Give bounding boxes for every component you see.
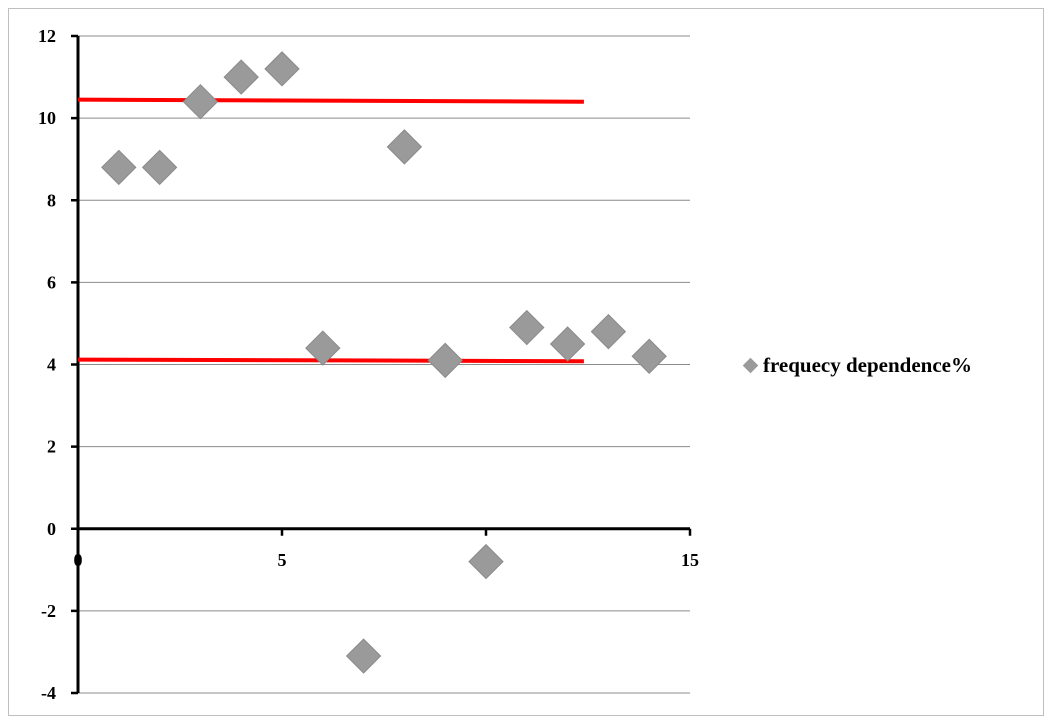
- x-tick-label: 0: [74, 550, 83, 570]
- data-points: [101, 51, 667, 674]
- data-point: [305, 330, 341, 366]
- data-point: [509, 309, 545, 346]
- legend-label: frequecy dependence%: [763, 353, 973, 377]
- data-point: [264, 51, 300, 87]
- data-point: [345, 638, 382, 674]
- legend: frequecy dependence%: [742, 353, 973, 378]
- data-point: [590, 313, 627, 350]
- y-tick-label: -2: [41, 601, 56, 621]
- data-point: [101, 149, 137, 186]
- y-tick-label: -4: [41, 683, 56, 703]
- y-tick-label: 8: [47, 190, 56, 210]
- data-point: [549, 326, 586, 362]
- y-tick-label: 12: [38, 26, 56, 46]
- x-tick-label: 15: [681, 550, 699, 570]
- y-tick-label: 4: [47, 355, 56, 375]
- data-point: [182, 83, 219, 120]
- data-point: [223, 59, 259, 95]
- data-point: [631, 338, 667, 374]
- trend-line: [77, 357, 584, 364]
- axes: [71, 34, 692, 695]
- data-point: [427, 342, 463, 379]
- trend-line: [77, 97, 584, 104]
- y-tick-label: 0: [47, 519, 56, 539]
- legend-diamond-icon: [742, 357, 759, 374]
- x-tick-label: 5: [278, 550, 287, 570]
- data-point: [386, 129, 423, 165]
- y-tick-label: 10: [38, 108, 56, 128]
- gridlines: [78, 35, 690, 694]
- trend-lines: [77, 97, 584, 364]
- data-point: [468, 543, 504, 580]
- y-tick-label: 6: [47, 272, 56, 292]
- y-tick-label: 2: [47, 437, 56, 457]
- data-point: [141, 149, 178, 186]
